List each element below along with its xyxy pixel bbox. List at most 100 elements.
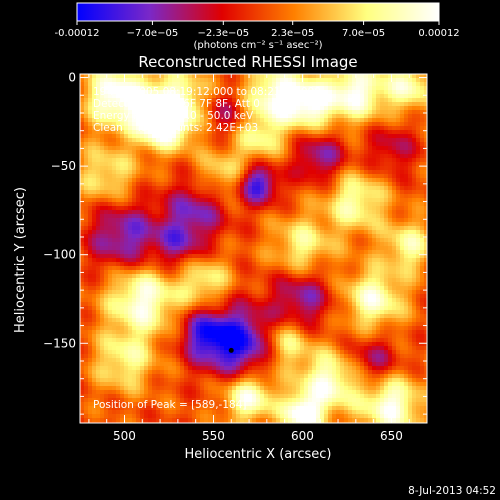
heatmap-cell <box>144 250 148 254</box>
heatmap-cell <box>324 150 328 154</box>
heatmap-cell <box>204 82 208 86</box>
heatmap-cell <box>152 166 156 170</box>
heatmap-cell <box>420 258 424 262</box>
heatmap-cell <box>128 170 132 174</box>
heatmap-cell <box>232 234 236 238</box>
heatmap-cell <box>380 150 384 154</box>
heatmap-cell <box>244 222 248 226</box>
heatmap-cell <box>136 86 140 90</box>
heatmap-cell <box>116 102 120 106</box>
heatmap-cell <box>340 114 344 118</box>
heatmap-cell <box>80 242 84 246</box>
heatmap-cell <box>184 206 188 210</box>
heatmap-cell <box>240 250 244 254</box>
heatmap-cell <box>244 274 248 278</box>
heatmap-cell <box>324 174 328 178</box>
heatmap-cell <box>380 278 384 282</box>
heatmap-cell <box>132 182 136 186</box>
heatmap-cell <box>420 290 424 294</box>
heatmap-cell <box>212 162 216 166</box>
heatmap-cell <box>96 182 100 186</box>
heatmap-cell <box>352 162 356 166</box>
heatmap-cell <box>180 230 184 234</box>
heatmap-cell <box>84 74 88 78</box>
heatmap-cell <box>124 82 128 86</box>
heatmap-cell <box>112 130 116 134</box>
heatmap-cell <box>248 86 252 90</box>
heatmap-cell <box>308 266 312 270</box>
heatmap-cell <box>380 82 384 86</box>
heatmap-cell <box>364 226 368 230</box>
heatmap-cell <box>276 154 280 158</box>
heatmap-cell <box>128 106 132 110</box>
heatmap-cell <box>368 206 372 210</box>
heatmap-cell <box>96 278 100 282</box>
heatmap-cell <box>112 218 116 222</box>
heatmap-cell <box>252 142 256 146</box>
heatmap-cell <box>324 114 328 118</box>
heatmap-cell <box>304 294 308 298</box>
heatmap-cell <box>84 182 88 186</box>
heatmap-cell <box>420 186 424 190</box>
heatmap-cell <box>136 158 140 162</box>
heatmap-cell <box>144 230 148 234</box>
heatmap-cell <box>88 210 92 214</box>
heatmap-cell <box>136 130 140 134</box>
heatmap-cell <box>128 130 132 134</box>
heatmap-cell <box>192 298 196 302</box>
heatmap-cell <box>124 114 128 118</box>
heatmap-cell <box>204 262 208 266</box>
heatmap-cell <box>412 146 416 150</box>
heatmap-cell <box>412 226 416 230</box>
heatmap-cell <box>196 74 200 78</box>
heatmap-cell <box>112 234 116 238</box>
heatmap-cell <box>404 94 408 98</box>
heatmap-cell <box>232 110 236 114</box>
heatmap-cell <box>368 86 372 90</box>
heatmap-cell <box>416 206 420 210</box>
heatmap-cell <box>164 250 168 254</box>
heatmap-cell <box>360 246 364 250</box>
heatmap-cell <box>224 138 228 142</box>
heatmap-cell <box>336 270 340 274</box>
heatmap-cell <box>108 298 112 302</box>
heatmap-cell <box>420 158 424 162</box>
heatmap-cell <box>324 74 328 78</box>
heatmap-cell <box>244 298 248 302</box>
heatmap-cell <box>296 218 300 222</box>
heatmap-cell <box>124 234 128 238</box>
heatmap-cell <box>296 110 300 114</box>
heatmap-cell <box>144 226 148 230</box>
heatmap-cell <box>228 114 232 118</box>
heatmap-cell <box>104 82 108 86</box>
heatmap-cell <box>240 286 244 290</box>
heatmap-cell <box>268 78 272 82</box>
heatmap-cell <box>116 250 120 254</box>
heatmap-cell <box>176 258 180 262</box>
heatmap-cell <box>128 186 132 190</box>
heatmap-cell <box>312 138 316 142</box>
heatmap-cell <box>328 294 332 298</box>
heatmap-cell <box>296 134 300 138</box>
heatmap-cell <box>256 170 260 174</box>
heatmap-cell <box>148 134 152 138</box>
heatmap-cell <box>280 238 284 242</box>
heatmap-cell <box>112 238 116 242</box>
heatmap-cell <box>132 274 136 278</box>
heatmap-cell <box>340 258 344 262</box>
heatmap-cell <box>320 254 324 258</box>
heatmap-cell <box>256 74 260 78</box>
heatmap-cell <box>416 102 420 106</box>
heatmap-cell <box>372 134 376 138</box>
heatmap-cell <box>372 82 376 86</box>
heatmap-cell <box>288 178 292 182</box>
heatmap-cell <box>304 206 308 210</box>
heatmap-cell <box>340 298 344 302</box>
heatmap-cell <box>208 226 212 230</box>
heatmap-cell <box>340 230 344 234</box>
heatmap-cell <box>348 138 352 142</box>
heatmap-cell <box>128 218 132 222</box>
heatmap-cell <box>204 122 208 126</box>
heatmap-cell <box>252 238 256 242</box>
heatmap-cell <box>348 234 352 238</box>
